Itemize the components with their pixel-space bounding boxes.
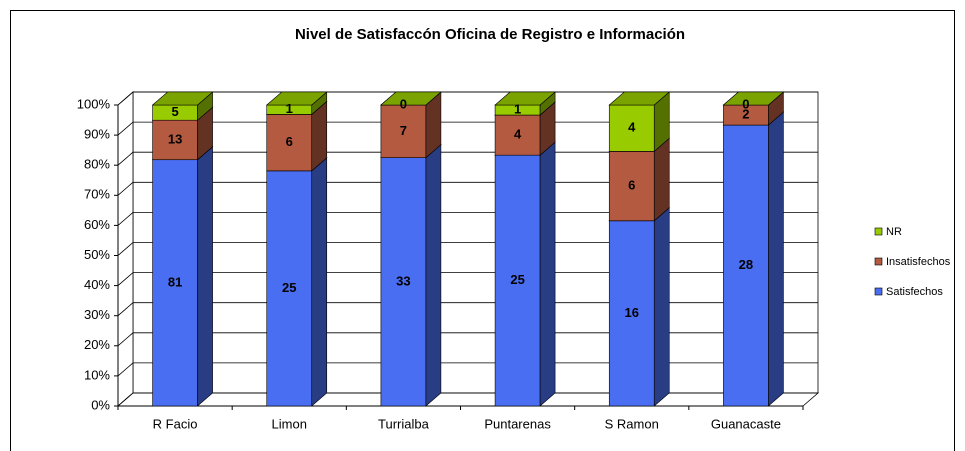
chart-title: Nivel de Satisfaccón Oficina de Registro… bbox=[295, 26, 685, 43]
data-label: 6 bbox=[628, 177, 635, 192]
grid-line bbox=[117, 211, 818, 226]
grid-line bbox=[117, 272, 818, 286]
data-label: 33 bbox=[396, 273, 410, 288]
data-label: 2 bbox=[742, 106, 749, 121]
y-tick-label: 100% bbox=[77, 96, 111, 111]
data-label: 0 bbox=[400, 96, 407, 111]
x-tick-label: Turrialba bbox=[378, 416, 430, 431]
bar bbox=[266, 114, 313, 172]
legend-label: Insatisfechos bbox=[886, 256, 951, 268]
legend-label: NR bbox=[886, 226, 902, 238]
data-label: 25 bbox=[510, 272, 524, 287]
data-label: 0 bbox=[742, 96, 749, 111]
grid-line bbox=[117, 151, 818, 166]
grid-line bbox=[117, 121, 818, 136]
bar bbox=[380, 157, 427, 407]
data-label: 4 bbox=[628, 120, 636, 135]
bar-side bbox=[197, 146, 213, 407]
grid-line bbox=[117, 91, 818, 106]
x-tick-label: Limon bbox=[272, 416, 307, 431]
floor bbox=[116, 392, 820, 407]
bar-top bbox=[722, 91, 785, 106]
grid-line bbox=[117, 332, 818, 347]
legend-swatch bbox=[874, 227, 883, 236]
legend-label: Satisfechos bbox=[886, 286, 943, 298]
y-tick-label: 20% bbox=[84, 337, 110, 352]
data-label: 4 bbox=[514, 127, 522, 142]
bar bbox=[152, 119, 198, 161]
bar bbox=[494, 114, 541, 156]
bar bbox=[494, 154, 541, 407]
data-label: 16 bbox=[625, 305, 639, 320]
y-tick-label: 40% bbox=[84, 277, 110, 292]
bar-top bbox=[608, 91, 671, 106]
bar bbox=[152, 159, 198, 407]
bar bbox=[608, 220, 655, 407]
data-label: 81 bbox=[168, 274, 182, 289]
bar-side bbox=[311, 157, 328, 407]
data-label: 28 bbox=[739, 257, 753, 272]
y-tick-label: 90% bbox=[84, 127, 110, 142]
bar-side bbox=[653, 207, 670, 407]
bar-side bbox=[768, 111, 784, 407]
data-label: 7 bbox=[400, 123, 407, 138]
x-tick-label: Guanacaste bbox=[711, 416, 781, 431]
data-label: 25 bbox=[282, 280, 296, 295]
bar bbox=[380, 104, 427, 158]
y-tick-label: 80% bbox=[84, 157, 110, 172]
bar-side bbox=[653, 137, 670, 222]
grid-line bbox=[117, 302, 818, 317]
y-tick-label: 10% bbox=[84, 367, 110, 382]
x-tick-label: R Facio bbox=[153, 416, 198, 431]
y-tick-label: 0% bbox=[91, 397, 110, 412]
grid-line bbox=[117, 242, 818, 256]
legend-swatch bbox=[874, 257, 883, 266]
x-tick-label: S Ramon bbox=[605, 416, 659, 431]
bar-top bbox=[265, 91, 328, 106]
grid-line bbox=[117, 362, 818, 377]
data-label: 5 bbox=[171, 104, 178, 119]
data-label: 1 bbox=[514, 101, 521, 116]
bar-top bbox=[380, 91, 442, 106]
data-label: 1 bbox=[286, 101, 293, 116]
y-tick-label: 50% bbox=[84, 247, 110, 262]
y-tick-label: 30% bbox=[84, 307, 110, 322]
legend-swatch bbox=[874, 287, 883, 296]
grid-line bbox=[117, 181, 818, 196]
bar-top bbox=[151, 91, 214, 106]
bar-top bbox=[494, 91, 556, 106]
bar-side bbox=[425, 144, 442, 407]
y-tick-label: 60% bbox=[84, 217, 110, 232]
grid-line bbox=[117, 392, 818, 407]
y-tick-label: 70% bbox=[84, 187, 110, 202]
x-tick-label: Puntarenas bbox=[484, 416, 551, 431]
bar-side bbox=[539, 141, 556, 407]
data-label: 13 bbox=[168, 131, 182, 146]
bar bbox=[608, 151, 655, 222]
data-label: 6 bbox=[286, 134, 293, 149]
